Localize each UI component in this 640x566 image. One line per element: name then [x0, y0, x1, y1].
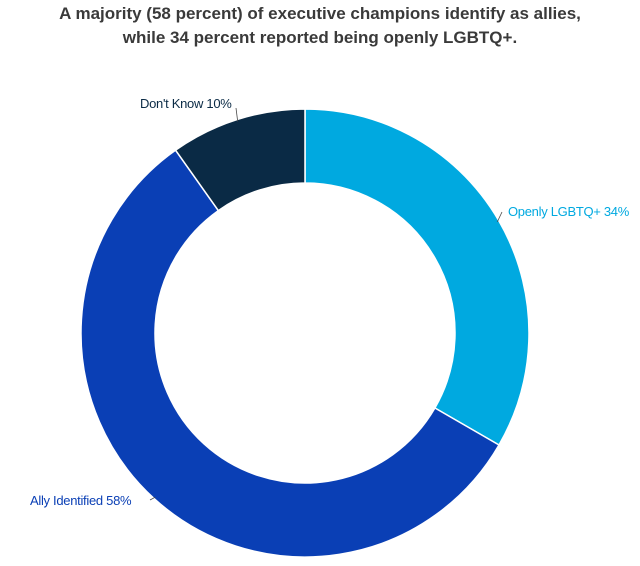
chart-title-line-2: while 34 percent reported being openly L…	[122, 28, 518, 47]
leader-line-don-t-know	[235, 107, 239, 122]
slice-label-ally-identified: Ally Identified 58%	[30, 493, 132, 508]
chart-title-line-1: A majority (58 percent) of executive cha…	[59, 4, 581, 23]
donut-slice-don-t-know	[174, 108, 306, 212]
slice-label-openly-lgbtq: Openly LGBTQ+ 34%	[508, 204, 630, 219]
slice-label-don-t-know: Don't Know 10%	[140, 96, 232, 111]
donut-slice-ally-identified	[80, 149, 501, 558]
donut-slice-openly-lgbtq	[304, 108, 530, 447]
chart-title: A majority (58 percent) of executive cha…	[0, 2, 640, 50]
leader-line-ally-identified	[149, 496, 156, 501]
leader-line-openly-lgbtq	[496, 211, 503, 223]
